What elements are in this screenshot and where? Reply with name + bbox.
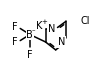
- Text: –: –: [32, 28, 36, 34]
- Text: B: B: [26, 30, 33, 40]
- Text: F: F: [27, 50, 33, 60]
- Text: N: N: [58, 37, 65, 47]
- Text: N: N: [48, 24, 55, 34]
- Text: +: +: [42, 19, 47, 25]
- Text: F: F: [12, 37, 18, 47]
- Text: F: F: [12, 22, 18, 32]
- Text: K: K: [36, 21, 42, 31]
- Text: Cl: Cl: [81, 16, 90, 26]
